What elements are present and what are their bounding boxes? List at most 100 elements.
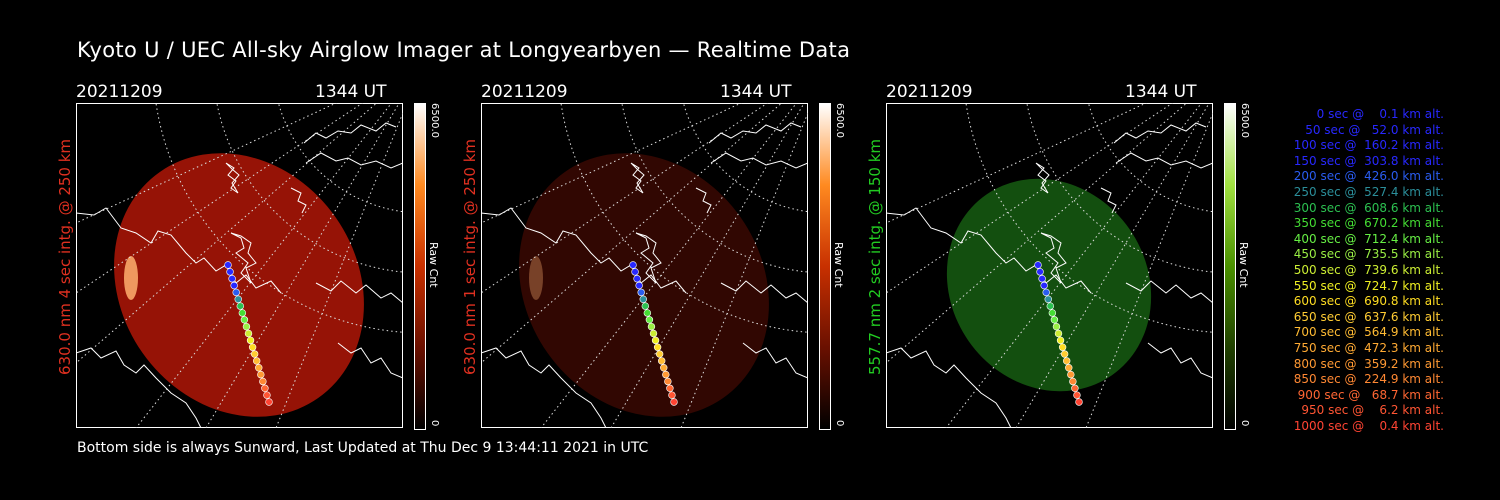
trajectory-point — [643, 309, 652, 317]
panel-2-colorbar-max: 6500.0 — [834, 103, 845, 138]
trajectory-point — [639, 295, 647, 303]
graticule-meridian — [610, 103, 805, 428]
airglow-image — [114, 153, 364, 417]
legend-entry: 300 sec @ 608.6 km alt. — [1289, 200, 1444, 215]
aurora-patch — [124, 256, 138, 300]
panel-1-colorbar-max: 6500.0 — [429, 103, 440, 138]
coastline — [886, 207, 1092, 294]
coastline — [886, 347, 1012, 428]
legend-entry: 250 sec @ 527.4 km alt. — [1289, 184, 1444, 199]
trajectory-point — [1063, 357, 1071, 365]
graticule-meridian — [481, 103, 769, 294]
panel-3-time: 1344 UT — [1125, 82, 1197, 102]
legend-entry: 950 sec @ 6.2 km alt. — [1297, 403, 1444, 418]
panel-2-colorbar-min: 0 — [834, 420, 845, 427]
coastline — [1100, 187, 1117, 214]
panel-3-colorbar-max: 6500.0 — [1239, 103, 1250, 138]
legend-entry: 0 sec @ 0.1 km alt. — [1305, 107, 1444, 121]
trajectory-point — [1058, 343, 1067, 351]
trajectory-point — [1071, 384, 1079, 392]
trajectory-point — [250, 350, 259, 358]
legend-entry: 650 sec @ 637.6 km alt. — [1289, 309, 1444, 324]
trajectory-point — [1036, 268, 1044, 276]
coastline — [481, 207, 687, 294]
legend-entry: 900 sec @ 68.7 km alt. — [1293, 387, 1444, 402]
panel-1-time: 1344 UT — [315, 82, 387, 102]
panel-1-colorbar-unit: Raw Cnt — [427, 242, 440, 288]
legend-entry: 100 sec @ 160.2 km alt. — [1289, 138, 1444, 153]
trajectory-point — [242, 322, 251, 331]
trajectory-point — [1034, 261, 1042, 269]
graticule-meridian — [76, 103, 364, 294]
trajectory-point — [246, 336, 255, 345]
trajectory-point — [255, 364, 263, 372]
panel-2-label: 630.0 nm 1 sec intg. @ 250 km — [461, 138, 479, 375]
panel-3-colorbar-min: 0 — [1239, 420, 1250, 427]
airglow-image — [519, 153, 769, 417]
trajectory-point — [670, 398, 678, 406]
trajectory-point — [1054, 329, 1063, 338]
trajectory-point — [641, 302, 650, 310]
trajectory-point — [236, 302, 245, 310]
coastline — [225, 162, 240, 194]
legend-entry: 150 sec @ 303.8 km alt. — [1289, 153, 1444, 168]
legend-entry: 500 sec @ 739.6 km alt. — [1289, 262, 1444, 277]
trajectory-point — [1044, 295, 1052, 303]
trajectory-point — [259, 377, 267, 386]
panel-3-colorbar-unit: Raw Cnt — [1237, 242, 1250, 288]
graticule-meridian — [135, 103, 393, 428]
legend-entry: 50 sec @ 52.0 km alt. — [1297, 122, 1444, 137]
trajectory-point — [1042, 288, 1050, 297]
panel-2-colorbar-unit: Raw Cnt — [832, 242, 845, 288]
legend-entry: 1000 sec @ 0.4 km alt. — [1293, 418, 1444, 433]
trajectory-point — [649, 329, 658, 338]
trajectory-point — [1067, 370, 1075, 379]
trajectory-point — [265, 398, 273, 406]
trajectory-point — [635, 281, 643, 290]
coastline — [1035, 162, 1050, 194]
trajectory-point — [1048, 309, 1057, 317]
trajectory-point — [664, 377, 672, 386]
coastline — [1113, 122, 1213, 169]
trajectory-point — [253, 357, 261, 365]
aurora-patch — [529, 256, 543, 300]
trajectory-point — [240, 316, 249, 324]
coastline — [481, 347, 607, 428]
trajectory-point — [234, 295, 242, 303]
trajectory-point — [1038, 275, 1046, 283]
trajectory-point — [1065, 364, 1073, 372]
trajectory-point — [655, 350, 664, 358]
trajectory-point — [637, 288, 645, 297]
coastline — [720, 280, 808, 304]
trajectory-point — [263, 391, 271, 399]
graticule-meridian — [205, 103, 400, 428]
legend-entry: 200 sec @ 426.0 km alt. — [1289, 169, 1444, 184]
coastline — [315, 280, 403, 304]
trajectory-point — [668, 391, 676, 399]
panel-1-colorbar-min: 0 — [429, 420, 440, 427]
trajectory-point — [1050, 316, 1059, 324]
footer-status: Bottom side is always Sunward, Last Upda… — [77, 440, 649, 456]
coastline — [1040, 232, 1067, 284]
trajectory-point — [633, 275, 641, 283]
graticule-meridian — [540, 103, 798, 428]
trajectory-point — [1069, 377, 1077, 386]
trajectory-point — [1052, 322, 1061, 331]
panel-1-colorbar — [414, 103, 426, 430]
trajectory-point — [224, 261, 232, 269]
airglow-image — [946, 178, 1152, 392]
graticule-meridian — [945, 103, 1203, 428]
trajectory-point — [631, 268, 639, 276]
panel-3-colorbar — [1224, 103, 1236, 430]
coastline — [708, 122, 808, 169]
coastline — [230, 232, 257, 284]
trajectory-legend: 0 sec @ 0.1 km alt. 50 sec @ 52.0 km alt… — [1290, 107, 1444, 434]
coastline — [76, 347, 202, 428]
trajectory-point — [232, 288, 240, 297]
trajectory-point — [230, 281, 238, 290]
legend-entry: 850 sec @ 224.9 km alt. — [1289, 372, 1444, 387]
panel-2-time: 1344 UT — [720, 82, 792, 102]
panel-3-image — [886, 103, 1213, 428]
trajectory-point — [660, 364, 668, 372]
trajectory-point — [1060, 350, 1069, 358]
